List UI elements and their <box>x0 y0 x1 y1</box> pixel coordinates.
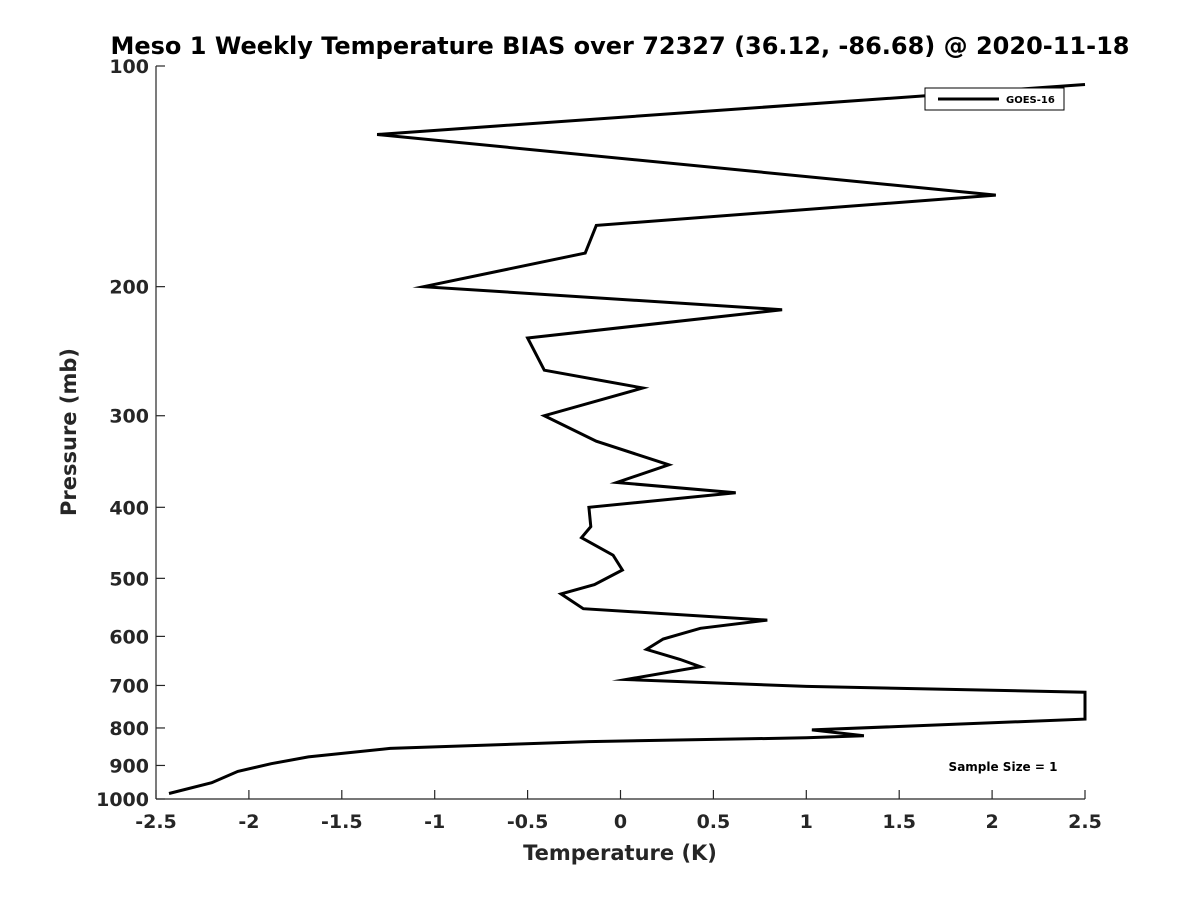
legend-label-goes-16: GOES-16 <box>1006 95 1055 106</box>
x-tick-label: 1.5 <box>882 811 916 833</box>
series-line-goes-16 <box>168 83 1087 795</box>
x-tick-label: -1.5 <box>321 811 363 833</box>
y-axis-label: Pressure (mb) <box>57 348 81 516</box>
y-tick-label: 500 <box>109 568 149 590</box>
x-tick-label: -2.5 <box>135 811 177 833</box>
x-tick-label: -1 <box>424 811 445 833</box>
x-tick-label: 1 <box>800 811 813 833</box>
y-tick-label: 800 <box>109 718 149 740</box>
chart-title: Meso 1 Weekly Temperature BIAS over 7232… <box>110 32 1129 60</box>
x-tick-label: 0.5 <box>697 811 731 833</box>
x-tick-label: -2 <box>238 811 259 833</box>
y-tick-label: 600 <box>109 626 149 648</box>
x-tick-label: -0.5 <box>507 811 549 833</box>
x-tick-label: 2 <box>985 811 998 833</box>
legend: GOES-16 <box>924 87 1065 111</box>
axes: -2.5 -2 -1.5 -1 -0.5 0 0.5 1 1.5 2 2.5 100 200 300 400… <box>96 56 1102 833</box>
y-tick-label: 100 <box>109 56 149 78</box>
x-axis-label: Temperature (K) <box>523 841 717 865</box>
y-tick-label: 700 <box>109 675 149 697</box>
y-tick-label: 300 <box>109 406 149 428</box>
sample-size-annotation: Sample Size = 1 <box>949 760 1058 774</box>
y-tick-label: 200 <box>109 277 149 299</box>
y-tick-label: 400 <box>109 497 149 519</box>
x-tick-label: 2.5 <box>1068 811 1102 833</box>
series-layer <box>168 83 1087 795</box>
y-tick-label: 900 <box>109 755 149 777</box>
x-tick-label: 0 <box>614 811 627 833</box>
y-tick-label: 1000 <box>96 789 149 811</box>
